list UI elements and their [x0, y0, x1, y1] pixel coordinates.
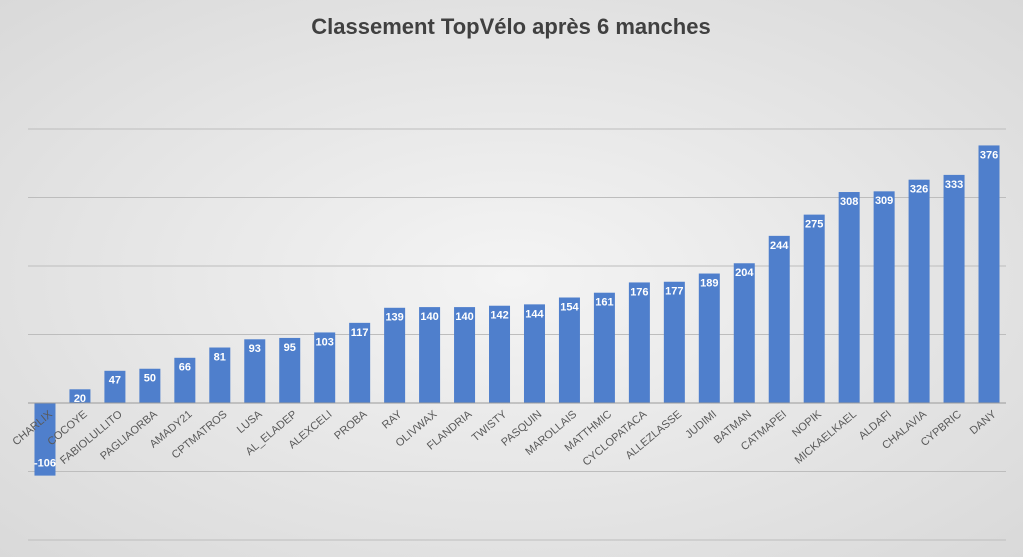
data-label: 66 [179, 362, 191, 374]
bar [209, 347, 231, 403]
x-tick-label: MICKAELKAEL [793, 408, 859, 466]
bar [384, 307, 406, 403]
bar [489, 305, 511, 403]
bar [628, 282, 650, 403]
data-label: 103 [316, 336, 334, 348]
x-tick-label: PROBA [332, 408, 370, 442]
data-label: 144 [525, 308, 544, 320]
bar [454, 307, 476, 403]
data-label: 50 [144, 373, 156, 385]
bar [104, 370, 126, 403]
data-label: 139 [385, 312, 403, 324]
data-label: 154 [560, 301, 579, 313]
bar [943, 174, 965, 403]
data-label: 161 [595, 297, 613, 309]
data-label: 176 [630, 286, 648, 298]
data-label: 93 [249, 343, 261, 355]
bar [314, 332, 336, 403]
x-tick-label: LUSA [235, 408, 265, 436]
data-label: 308 [840, 196, 858, 208]
data-label: 333 [945, 179, 963, 191]
data-label: 275 [805, 219, 823, 231]
data-label: 95 [284, 342, 296, 354]
data-label: 142 [490, 310, 508, 322]
data-label: 309 [875, 195, 893, 207]
data-label: 81 [214, 351, 226, 363]
bar [523, 304, 545, 403]
bar [698, 273, 720, 403]
x-tick-label: RAY [380, 408, 405, 432]
bar [69, 389, 91, 403]
data-label: -106 [34, 458, 56, 470]
bar [139, 368, 161, 403]
chart-title: Classement TopVélo après 6 manches [311, 14, 710, 39]
x-tick-label: FABIOLULLITO [58, 408, 125, 467]
bar [768, 235, 790, 403]
bar [873, 191, 895, 403]
bar [244, 339, 266, 403]
data-label: 47 [109, 375, 121, 387]
bar [803, 214, 825, 403]
bar [419, 307, 441, 403]
bar [558, 297, 580, 403]
data-label: 140 [420, 311, 438, 323]
bar [663, 281, 685, 403]
x-tick-label: DANY [968, 408, 1000, 437]
bar [978, 145, 1000, 403]
data-label: 204 [735, 267, 754, 279]
bar [593, 292, 615, 403]
bar [34, 403, 56, 476]
data-label: 117 [351, 327, 369, 339]
bar [733, 263, 755, 403]
bar [349, 322, 371, 403]
data-label: 177 [665, 286, 683, 298]
data-label: 140 [455, 311, 473, 323]
bar [174, 357, 196, 403]
bar [279, 337, 301, 403]
bar [908, 179, 930, 403]
data-label: 244 [770, 240, 789, 252]
data-label: 326 [910, 184, 928, 196]
data-label: 376 [980, 149, 998, 161]
data-label: 189 [700, 277, 718, 289]
bar [838, 192, 860, 403]
data-label: 20 [74, 393, 86, 405]
